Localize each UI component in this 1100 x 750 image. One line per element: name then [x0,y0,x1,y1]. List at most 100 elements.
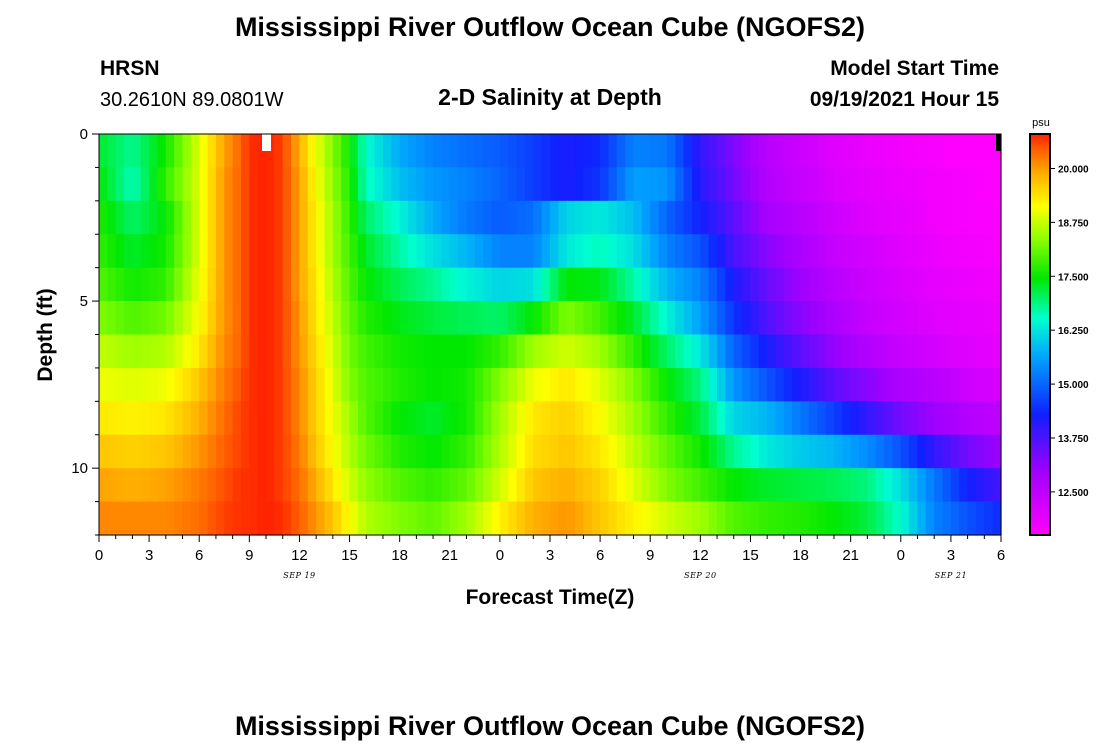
heatmap-cell [591,401,601,436]
heatmap-cell [683,301,693,336]
colorbar-tick-label: 17.500 [1058,272,1089,283]
heatmap-cell [775,267,785,302]
heatmap-cell [232,200,242,235]
heatmap-cell [800,434,810,469]
heatmap-cell [892,167,902,202]
heatmap-cell [149,167,159,202]
heatmap-cell [859,334,868,369]
heatmap-cell [541,301,551,336]
heatmap-cell [449,167,459,202]
heatmap-cell [942,468,952,503]
heatmap-cell [683,468,693,503]
heatmap-cell [115,367,125,402]
heatmap-cell [291,234,301,269]
heatmap-cell [750,501,760,536]
heatmap-cell [441,301,451,336]
heatmap-cell [700,434,710,469]
heatmap-cell [433,200,443,235]
heatmap-cell [257,501,267,536]
heatmap-cell [733,501,743,536]
heatmap-cell [625,434,635,469]
heatmap-cell [833,167,843,202]
heatmap-cell [683,234,693,269]
heatmap-cell [967,468,977,503]
heatmap-cell [424,367,434,402]
heatmap-cell [783,501,793,536]
heatmap-cell [600,301,610,336]
x-tick-label: 3 [145,547,153,564]
heatmap-cell [758,167,768,202]
heatmap-cell [767,434,777,469]
heatmap-cell [825,468,835,503]
heatmap-cell [950,200,960,235]
heatmap-cell [859,468,868,503]
heatmap-cell [633,501,643,536]
heatmap-cell [491,501,501,536]
heatmap-cell [533,267,543,302]
heatmap-cell [566,468,576,503]
heatmap-cell [842,367,852,402]
heatmap-cell [416,234,426,269]
heatmap-cell [274,434,284,469]
heatmap-cell [742,367,752,402]
heatmap-cell [675,301,685,336]
heatmap-cell [750,200,760,235]
heatmap-cell [825,301,835,336]
heatmap-cell [758,367,768,402]
heatmap-cell [224,167,234,202]
heatmap-cell [508,267,518,302]
heatmap-cell [374,334,384,369]
heatmap-cell [399,200,409,235]
heatmap-cell [190,367,200,402]
heatmap-cell [984,367,994,402]
heatmap-cell [382,468,392,503]
heatmap-cell [817,367,827,402]
heatmap-cell [909,434,919,469]
heatmap-cell [307,334,317,369]
heatmap-cell [800,267,810,302]
heatmap-cell [458,267,468,302]
heatmap-cell [240,134,250,169]
heatmap-cell [458,234,468,269]
heatmap-cell [875,267,885,302]
heatmap-cell [257,167,267,202]
heatmap-cell [700,301,710,336]
heatmap-cell [449,367,459,402]
heatmap-cell [750,401,760,436]
heatmap-cell [992,334,1002,369]
heatmap-cell [491,200,501,235]
heatmap-cell [666,367,676,402]
heatmap-cell [792,334,802,369]
heatmap-cell [533,468,543,503]
heatmap-cell [625,401,635,436]
heatmap-cell [349,200,359,235]
heatmap-cell [458,434,468,469]
heatmap-cell [792,267,802,302]
heatmap-cell [149,334,159,369]
heatmap-cell [550,267,559,302]
heatmap-cell [909,301,919,336]
heatmap-cell [566,134,576,169]
heatmap-cell [750,334,760,369]
heatmap-cell [332,434,342,469]
heatmap-cell [107,301,117,336]
date-label: SEP 19 [283,571,315,580]
heatmap-cell [199,234,209,269]
heatmap-cell [249,334,259,369]
heatmap-cell [324,434,334,469]
heatmap-cell [224,501,234,536]
heatmap-cell [767,501,777,536]
heatmap-cell [190,501,200,536]
heatmap-cell [800,200,810,235]
heatmap-cell [207,267,217,302]
heatmap-cell [658,401,668,436]
footer-title: Mississippi River Outflow Ocean Cube (NG… [235,711,865,741]
heatmap-cell [257,134,267,169]
heatmap-cell [466,200,476,235]
heatmap-cell [900,200,910,235]
heatmap-cell [967,334,977,369]
heatmap-cell [249,401,259,436]
heatmap-cell [516,501,526,536]
heatmap-cell [566,401,576,436]
heatmap-cell [524,501,534,536]
